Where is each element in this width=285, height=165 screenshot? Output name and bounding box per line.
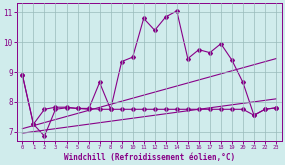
X-axis label: Windchill (Refroidissement éolien,°C): Windchill (Refroidissement éolien,°C)	[64, 152, 235, 162]
